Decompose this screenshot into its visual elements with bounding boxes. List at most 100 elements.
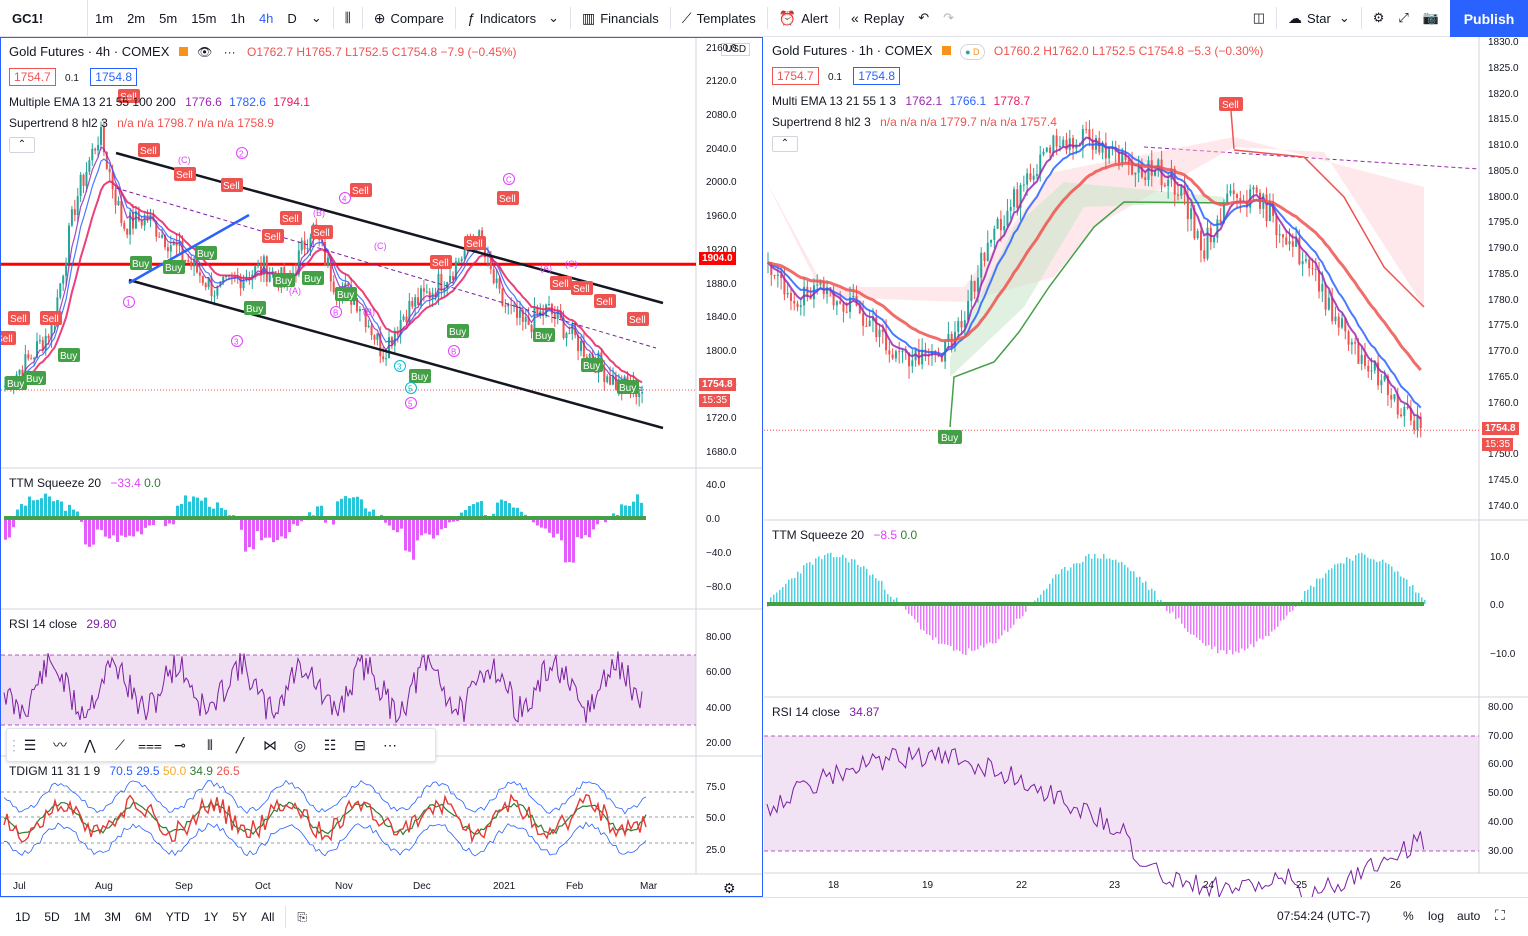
candle-body <box>242 279 245 289</box>
ttm-bar <box>1346 557 1348 604</box>
collapse-legend-button[interactable]: ⌃ <box>9 137 35 153</box>
interval-1h[interactable]: 1h <box>230 10 245 26</box>
interval-5m[interactable]: 5m <box>159 10 178 26</box>
abc-pattern-icon[interactable]: ⋀ <box>84 736 96 753</box>
ask-box[interactable]: 1754.8 <box>90 68 137 86</box>
more-tools-icon[interactable]: ⋯ <box>383 736 397 753</box>
axis-settings-gear-icon[interactable]: ⚙ <box>723 880 736 896</box>
range-1y[interactable]: 1Y <box>203 910 219 924</box>
sell-signal-label: Sell <box>10 314 27 325</box>
bid-box[interactable]: 1754.7 <box>9 68 56 86</box>
range-1m[interactable]: 1M <box>73 910 91 924</box>
range-5d[interactable]: 5D <box>44 910 60 924</box>
right-chart-pane[interactable]: 18 19 22 23 24 25 26 Sell Buy 10.0 0.0 −10.0 80.00 70… <box>764 37 1528 897</box>
alert-button[interactable]: ⏰ Alert <box>772 0 835 37</box>
long-position-icon[interactable]: ☰ <box>23 736 37 753</box>
candle-body <box>1334 316 1337 322</box>
interval-2m[interactable]: 2m <box>127 10 146 26</box>
range-ytd[interactable]: YTD <box>165 910 190 924</box>
currency-label[interactable]: USD <box>721 43 751 56</box>
fib-retracement-icon[interactable]: ☷ <box>323 736 337 753</box>
ask-box[interactable]: 1754.8 <box>853 67 900 85</box>
ttm-bar <box>580 518 583 539</box>
bid-box[interactable]: 1754.7 <box>772 67 819 85</box>
templates-button[interactable]: ⟋ Templates <box>675 0 763 37</box>
sell-signal <box>571 281 593 295</box>
camera-icon[interactable]: 📷 <box>1422 10 1439 25</box>
elliott-wave-icon[interactable]: 〰 <box>53 737 67 753</box>
fib-channel-icon[interactable]: ⩶ <box>138 736 162 753</box>
ttm-bar <box>636 494 639 518</box>
symbol-search[interactable]: GC1! <box>0 0 88 37</box>
ttm-bar <box>420 518 423 536</box>
rsi-tick: 60.00 <box>1488 759 1513 770</box>
ttm-bar <box>806 563 808 604</box>
range-1d[interactable]: 1D <box>15 910 31 924</box>
gann-fan-icon[interactable]: ◎ <box>293 736 307 753</box>
time-tick: 25 <box>1296 880 1308 891</box>
horizontal-ray-icon[interactable]: ⊸ <box>174 736 186 753</box>
ttm-bar <box>1343 563 1345 604</box>
financials-button[interactable]: ▥ Financials <box>575 0 666 37</box>
candle-body <box>108 168 111 173</box>
range-all[interactable]: All <box>261 910 275 924</box>
interval-4h[interactable]: 4h <box>258 10 274 26</box>
interval-dropdown-icon[interactable]: ⌄ <box>310 10 322 25</box>
ttm-bar <box>384 518 387 523</box>
right-chart-canvas[interactable]: 18 19 22 23 24 25 26 Sell Buy 10.0 0.0 −10.0 80.00 70… <box>764 37 1528 897</box>
log-toggle[interactable]: log <box>1428 909 1445 923</box>
fullscreen-icon[interactable]: ⤢ <box>1398 10 1409 25</box>
left-chart-pane[interactable]: JulAugSepOctNovDec2021FebMarSellSellSell… <box>0 37 763 897</box>
supertrend-fill-green <box>950 182 1224 427</box>
drag-handle-icon[interactable]: ⋮ <box>7 736 21 753</box>
chart-type-icon[interactable]: ⫼ <box>344 10 351 25</box>
wave-marker <box>503 173 515 185</box>
replay-button[interactable]: «Replay <box>844 0 911 37</box>
range-5y[interactable]: 5Y <box>232 910 248 924</box>
indicators-button[interactable]: ƒ Indicators ⌄ <box>460 0 566 37</box>
fib-time-icon[interactable]: ⦀ <box>206 736 214 753</box>
xabcd-pattern-icon[interactable]: ⋈ <box>263 736 277 753</box>
price-range-icon[interactable]: ⊟ <box>354 736 366 753</box>
ttm-bar <box>995 604 997 644</box>
left-chart-canvas[interactable]: JulAugSepOctNovDec2021FebMarSellSellSell… <box>1 38 763 897</box>
redo-icon[interactable]: ↷ <box>943 10 955 25</box>
interval-1m[interactable]: 1m <box>95 10 114 26</box>
more-dots-icon[interactable]: ··· <box>223 45 236 59</box>
clock-time[interactable]: 07:54:24 (UTC-7) <box>1277 909 1371 923</box>
right-symbol-title: Gold Futures · 1h · COMEX <box>772 43 933 58</box>
settings-gear-icon[interactable]: ⚙ <box>1372 10 1385 25</box>
auto-toggle[interactable]: auto <box>1457 909 1481 923</box>
goto-date-icon[interactable]: ⎘ <box>297 909 308 924</box>
ttm-bar <box>1022 604 1024 617</box>
candle-body <box>1291 241 1294 247</box>
ttm-bar <box>408 518 411 552</box>
percent-toggle[interactable]: % <box>1403 909 1414 923</box>
line-tool-icon[interactable]: ╱ <box>235 736 245 753</box>
ttm-tick: 10.0 <box>1490 552 1510 563</box>
right-rsi-legend: RSI 14 close 34.87 <box>772 705 879 719</box>
undo-icon[interactable]: ↶ <box>918 10 930 25</box>
candle-body <box>172 241 175 246</box>
publish-button[interactable]: Publish <box>1450 0 1528 37</box>
candle-body <box>297 250 300 275</box>
candle-body <box>207 277 210 288</box>
interval-d[interactable]: D <box>287 10 297 26</box>
range-3m[interactable]: 3M <box>104 910 122 924</box>
candle-body <box>460 258 463 262</box>
interval-15m[interactable]: 15m <box>191 10 217 26</box>
compare-button[interactable]: ⊕ Compare <box>367 0 451 37</box>
fullscreen-icon[interactable]: ⛶ <box>1495 907 1505 923</box>
trendline-icon[interactable]: ⟋ <box>115 736 125 753</box>
eye-icon[interactable]: 👁 <box>197 45 213 59</box>
collapse-legend-button[interactable]: ⌃ <box>772 136 798 152</box>
candle-body <box>408 300 411 322</box>
ttm-bar <box>1145 581 1147 604</box>
layout-icon[interactable]: ◫ <box>1252 10 1265 25</box>
range-6m[interactable]: 6M <box>135 910 152 924</box>
price-tick: 1815.0 <box>1488 114 1519 126</box>
price-tick: 1775.0 <box>1488 320 1519 332</box>
time-tick: 24 <box>1203 880 1215 891</box>
star-button[interactable]: ☁ Star ⌄ <box>1281 0 1357 37</box>
candle-body <box>1167 179 1170 187</box>
